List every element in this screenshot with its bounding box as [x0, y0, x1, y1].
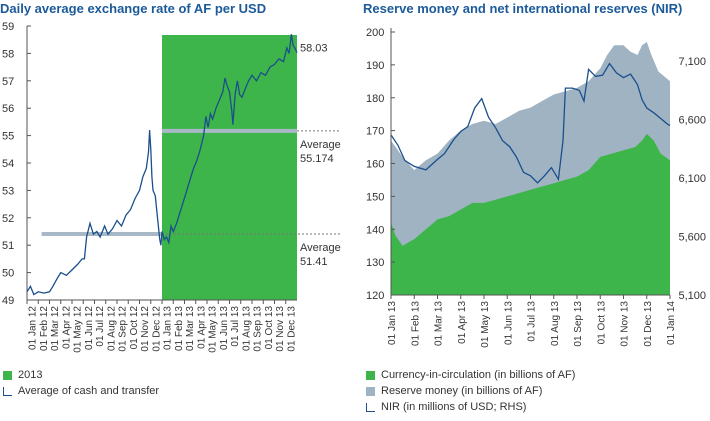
- legend-label: Currency-in-circulation (in billions of …: [381, 369, 576, 381]
- x-tick-label: 01 Nov 13: [275, 306, 286, 352]
- x-tick-label: 01 May 13: [480, 301, 491, 348]
- left-chart-title: Daily average exchange rate of AF per US…: [0, 1, 267, 16]
- x-tick-label: 01 Oct 13: [596, 301, 607, 345]
- green-box-icon: [366, 370, 375, 380]
- y-tick-label: 57: [2, 76, 14, 88]
- avg-2013-label: Average: [300, 139, 341, 151]
- x-tick-label: 01 Dec 13: [286, 306, 297, 352]
- y-tick-label: 51: [2, 240, 14, 252]
- x-tick-label: 01 Feb 13: [174, 306, 185, 351]
- y-tick-label: 170: [366, 126, 384, 138]
- legend-item-nir: NIR (in millions of USD; RHS): [366, 399, 575, 415]
- y-right-tick-label: 6,600: [678, 115, 706, 127]
- x-tick-label: 01 Apr 12: [61, 306, 72, 349]
- x-tick-label: 01 Dec 12: [151, 306, 162, 352]
- x-tick-label: 01 May 12: [73, 306, 84, 353]
- y-tick-label: 180: [366, 93, 384, 105]
- x-tick-label: 01 Mar 13: [434, 301, 445, 346]
- y-tick-label: 58: [2, 48, 14, 60]
- x-tick-label: 01 Sep 13: [573, 301, 584, 347]
- y-right-tick-label: 5,100: [678, 290, 706, 302]
- legend-label: Reserve money (in billions of AF): [381, 385, 543, 397]
- legend-label: 2013: [18, 369, 43, 381]
- avg-2013-value: 55.174: [300, 153, 334, 165]
- x-tick-label: 01 Sep 13: [253, 306, 264, 352]
- x-tick-label: 01 Aug 12: [106, 306, 117, 351]
- right-chart-title: Reserve money and net international rese…: [363, 1, 683, 16]
- x-tick-label: 01 Jun 13: [219, 306, 230, 350]
- legend-item-reserve-money: Reserve money (in billions of AF): [366, 383, 575, 399]
- gray-box-icon: [366, 386, 375, 396]
- y-tick-label: 150: [366, 191, 384, 203]
- x-tick-label: 01 Jun 12: [84, 306, 95, 350]
- y-tick-label: 55: [2, 131, 14, 143]
- x-tick-label: 01 Jul 13: [527, 301, 538, 342]
- x-tick-label: 01 Nov 12: [140, 306, 151, 352]
- x-tick-label: 01 Aug 13: [550, 301, 561, 346]
- left-legend: 2013 Average of cash and transfer: [3, 367, 159, 399]
- x-tick-label: 01 Nov 13: [620, 301, 631, 347]
- currency-area: [391, 133, 670, 295]
- legend-item-2013: 2013: [3, 367, 159, 383]
- y-tick-label: 49: [2, 295, 14, 307]
- x-tick-label: 01 Jul 12: [95, 306, 106, 347]
- x-tick-label: 01 Mar 12: [50, 306, 61, 351]
- x-tick-label: 01 Jun 13: [503, 301, 514, 345]
- x-tick-label: 01 Jan 14: [666, 301, 677, 345]
- x-tick-label: 01 Mar 13: [185, 306, 196, 351]
- avg-2012-value: 51.41: [300, 256, 328, 268]
- x-tick-label: 01 Jan 13: [387, 301, 398, 345]
- x-tick-label: 01 Apr 13: [457, 301, 468, 344]
- x-tick-label: 01 Aug 13: [241, 306, 252, 351]
- shaded-2013-region: [162, 35, 297, 300]
- y-tick-label: 54: [2, 158, 14, 170]
- y-tick-label: 190: [366, 60, 384, 72]
- y-tick-label: 56: [2, 103, 14, 115]
- legend-item-currency: Currency-in-circulation (in billions of …: [366, 367, 575, 383]
- x-tick-label: 01 Jan 12: [28, 306, 39, 350]
- legend-label: NIR (in millions of USD; RHS): [381, 401, 527, 413]
- y-tick-label: 200: [366, 27, 384, 39]
- exchange-rate-line: [26, 34, 298, 296]
- y-right-tick-label: 5,600: [678, 232, 706, 244]
- legend-item-average: Average of cash and transfer: [3, 383, 159, 399]
- x-tick-label: 01 Apr 13: [196, 306, 207, 349]
- legend-label: Average of cash and transfer: [18, 385, 160, 397]
- x-tick-label: 01 Oct 13: [264, 306, 275, 350]
- y-tick-label: 160: [366, 159, 384, 171]
- y-tick-label: 52: [2, 213, 14, 225]
- y-tick-label: 120: [366, 290, 384, 302]
- y-tick-label: 59: [2, 21, 14, 33]
- x-tick-label: 01 Sep 12: [118, 306, 129, 352]
- green-box-icon: [3, 370, 12, 380]
- y-tick-label: 53: [2, 185, 14, 197]
- line-icon: [366, 402, 375, 412]
- last-value-label: 58.03: [300, 43, 328, 55]
- y-tick-label: 130: [366, 257, 384, 269]
- exchange-rate-chart: 49 50 51 52 53 54 55 56 57 58 59 01 Jan 12 01 Feb 12…: [2, 21, 341, 353]
- right-legend: Currency-in-circulation (in billions of …: [366, 367, 575, 415]
- avg-2012-label: Average: [300, 242, 341, 254]
- x-tick-label: 01 Oct 12: [129, 306, 140, 350]
- line-icon: [3, 386, 12, 396]
- x-tick-label: 01 Dec 13: [643, 301, 654, 347]
- y-tick-label: 140: [366, 224, 384, 236]
- x-tick-label: 01 Jul 13: [230, 306, 241, 347]
- y-right-tick-label: 7,100: [678, 56, 706, 68]
- x-tick-label: 01 Jan 13: [163, 306, 174, 350]
- x-tick-label: 01 Feb 12: [39, 306, 50, 351]
- reserves-chart: 120 130 140 150 160 170 180 190 200 5,100 5,600 6,1…: [366, 27, 706, 348]
- nir-line: [390, 62, 671, 184]
- y-right-tick-label: 6,100: [678, 173, 706, 185]
- x-tick-label: 01 May 13: [208, 306, 219, 353]
- x-tick-label: 01 Feb 13: [410, 301, 421, 346]
- y-tick-label: 50: [2, 268, 14, 280]
